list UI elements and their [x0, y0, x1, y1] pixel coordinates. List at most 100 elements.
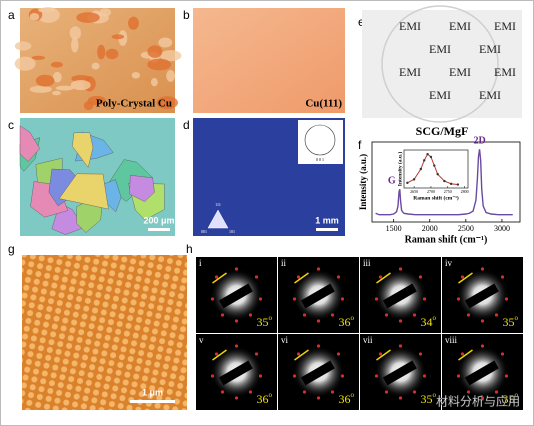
angle-value: 34: [421, 315, 433, 329]
spot: [214, 275, 219, 279]
angle-value: 36: [339, 315, 351, 329]
beam-stop: [218, 360, 253, 386]
tile-label: vi: [281, 335, 289, 345]
angle-unit: o: [433, 314, 437, 322]
spot: [234, 396, 239, 400]
pole-figure: [304, 124, 336, 156]
spectrum-line: [375, 149, 513, 216]
grain: [156, 96, 178, 110]
angle-label: 34o: [421, 314, 437, 329]
spot: [378, 275, 383, 279]
x-tick-label: 2650: [410, 189, 418, 194]
spot: [336, 275, 341, 279]
pole-label: 0 0 1: [316, 157, 324, 162]
y-axis-label: Intensity (a.u.): [358, 154, 368, 210]
angle-value: 35: [503, 392, 515, 406]
spot: [330, 313, 335, 317]
ipf-triangle: [207, 209, 229, 229]
spot: [384, 390, 389, 394]
angle-label: 35o: [257, 314, 273, 329]
grain: [35, 74, 55, 87]
spot: [500, 275, 505, 279]
beam-stop: [300, 283, 335, 309]
spot: [398, 344, 403, 348]
spot: [340, 374, 345, 378]
zigzag-marker: [212, 349, 227, 361]
panel-label: a: [8, 8, 15, 22]
angle-label: 35o: [421, 391, 437, 406]
ipf-label: 111: [215, 202, 221, 207]
spot: [460, 275, 465, 279]
beam-stop: [218, 283, 253, 309]
scale-label: 1 mm: [315, 215, 339, 225]
angle-label: 36o: [257, 391, 273, 406]
emi-text: EMI: [479, 42, 501, 56]
grain: [147, 45, 163, 58]
grain: [55, 85, 74, 91]
grain: [131, 71, 141, 79]
angle-value: 35: [421, 392, 433, 406]
x-tick-label: 2500: [458, 224, 474, 233]
emi-text: EMI: [494, 65, 516, 79]
tile-label: v: [199, 335, 204, 345]
spot: [374, 297, 379, 301]
data-point: [406, 181, 409, 185]
spot: [466, 390, 471, 394]
panel-label: c: [8, 118, 14, 132]
spot: [412, 313, 417, 317]
panel-label: d: [183, 118, 190, 132]
spot: [398, 319, 403, 323]
tile-label: iv: [445, 258, 453, 268]
data-point: [423, 159, 426, 162]
grain: [97, 44, 106, 60]
panel-label: b: [183, 8, 190, 22]
beam-stop: [464, 283, 499, 309]
angle-unit: o: [433, 391, 437, 399]
spot: [316, 319, 321, 323]
spot: [220, 390, 225, 394]
data-point: [449, 182, 453, 186]
caption: SCG/MgF: [416, 124, 469, 138]
grain: [72, 132, 94, 168]
spot: [398, 267, 403, 271]
grain: [71, 37, 79, 53]
zigzag-marker: [294, 349, 309, 361]
grain: [128, 16, 139, 30]
spot: [340, 297, 345, 301]
angle-unit: o: [351, 391, 355, 399]
zigzag-marker: [376, 272, 391, 284]
grain: [50, 61, 63, 68]
grain: [159, 50, 182, 62]
spot: [412, 390, 417, 394]
angle-label: 36o: [339, 391, 355, 406]
spot: [248, 313, 253, 317]
emi-text: EMI: [429, 42, 451, 56]
spot: [296, 352, 301, 356]
data-point: [436, 172, 439, 176]
grain: [69, 26, 82, 40]
ipf-label: 001: [201, 229, 207, 234]
angle-unit: o: [351, 314, 355, 322]
data-point: [456, 183, 460, 186]
tile-label: ii: [281, 258, 287, 268]
grain: [105, 48, 119, 60]
x-tick-label: 2750: [444, 189, 452, 194]
zigzag-marker: [376, 349, 391, 361]
ipf-label: 101: [229, 229, 235, 234]
spot: [336, 352, 341, 356]
scale-label: 200 μm: [143, 215, 174, 225]
grain: [14, 41, 32, 51]
grain: [29, 85, 52, 93]
caption: Cu(111): [305, 98, 342, 110]
spot: [234, 267, 239, 271]
panel-label: e: [358, 15, 365, 29]
spot: [214, 352, 219, 356]
emi-text: EMI: [494, 19, 516, 33]
spot: [422, 297, 427, 301]
spot: [254, 352, 259, 356]
plot-frame: [371, 141, 521, 223]
zigzag-marker: [212, 272, 227, 284]
caption: Poly-Crystal Cu: [96, 98, 172, 110]
x-axis-label: Raman shift (cm⁻¹): [405, 234, 488, 245]
spot: [296, 275, 301, 279]
